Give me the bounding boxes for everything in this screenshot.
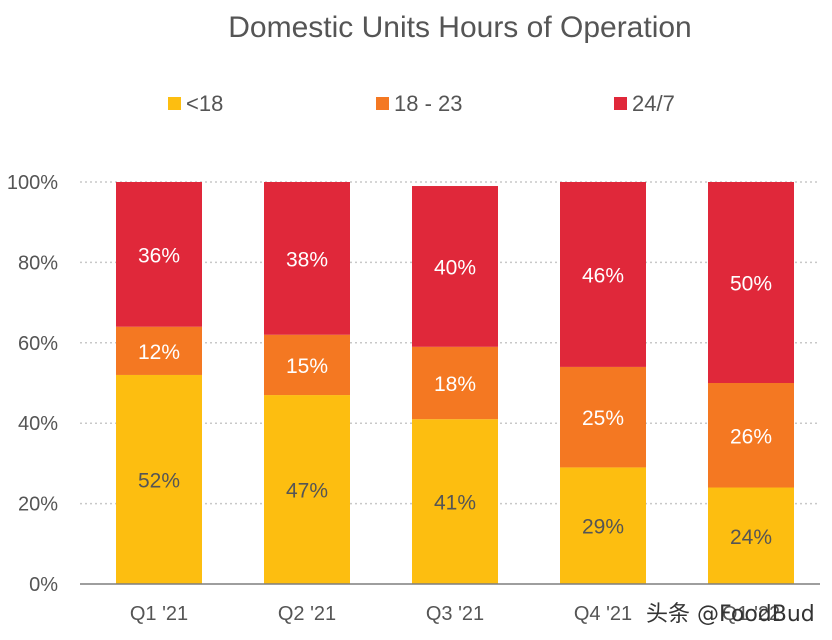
data-label: 38% [286, 248, 328, 271]
data-label: 41% [434, 492, 476, 515]
y-tick-label: 60% [18, 333, 58, 355]
bar-segment [264, 182, 350, 335]
x-tick-label: Q1 '21 [130, 603, 188, 625]
y-tick-label: 40% [18, 413, 58, 435]
data-label: 26% [730, 425, 772, 448]
y-tick-label: 100% [7, 172, 58, 194]
legend-swatch-0 [168, 97, 181, 110]
legend-swatch-2 [614, 97, 627, 110]
x-tick-label: Q3 '21 [426, 603, 484, 625]
data-label: 40% [434, 256, 476, 279]
data-label: 15% [286, 355, 328, 378]
y-tick-label: 20% [18, 494, 58, 516]
data-label: 50% [730, 273, 772, 296]
data-label: 46% [582, 264, 624, 287]
y-tick-label: 80% [18, 252, 58, 274]
data-label: 47% [286, 480, 328, 503]
x-tick-label: Q2 '21 [278, 603, 336, 625]
bar-segment [264, 395, 350, 584]
bar-segment [560, 366, 646, 468]
bar-segment [560, 182, 646, 367]
data-label: 29% [582, 516, 624, 539]
bar-segment [708, 182, 794, 383]
x-tick-label: Q4 '21 [574, 603, 632, 625]
bar-segment [264, 334, 350, 396]
legend-label-2: 24/7 [632, 91, 675, 116]
bars: 52% 12% 36% 47% 15% 38% 41% 18% 40% 29% 25% 46% 24% 2… [116, 182, 794, 584]
bar-segment [412, 419, 498, 584]
legend-swatch-1 [376, 97, 389, 110]
bar-segment [708, 487, 794, 584]
x-tick-label: Q1 '22 [722, 603, 780, 625]
data-label: 12% [138, 341, 180, 364]
watermark: 头条 @FoodBud [646, 602, 815, 627]
data-label: 24% [730, 526, 772, 549]
bar-segment [412, 186, 498, 347]
bar-segment [116, 374, 202, 584]
x-axis: Q1 '21 Q2 '21 Q3 '21 Q4 '21 Q1 '22 [80, 583, 820, 625]
bar-segment [412, 346, 498, 420]
legend-label-0: <18 [186, 91, 223, 116]
y-tick-label: 0% [29, 574, 58, 596]
data-label: 25% [582, 407, 624, 430]
bar-segment [116, 326, 202, 375]
chart-title: Domestic Units Hours of Operation [228, 11, 692, 44]
data-label: 18% [434, 373, 476, 396]
bar-segment [560, 467, 646, 584]
bar-segment [708, 383, 794, 488]
data-label: 52% [138, 469, 180, 492]
legend-label-1: 18 - 23 [394, 91, 463, 116]
bar-segment [116, 182, 202, 327]
y-axis: 0% 20% 40% 60% 80% 100% [7, 172, 58, 596]
data-label: 36% [138, 244, 180, 267]
legend: <18 18 - 23 24/7 [168, 91, 675, 116]
